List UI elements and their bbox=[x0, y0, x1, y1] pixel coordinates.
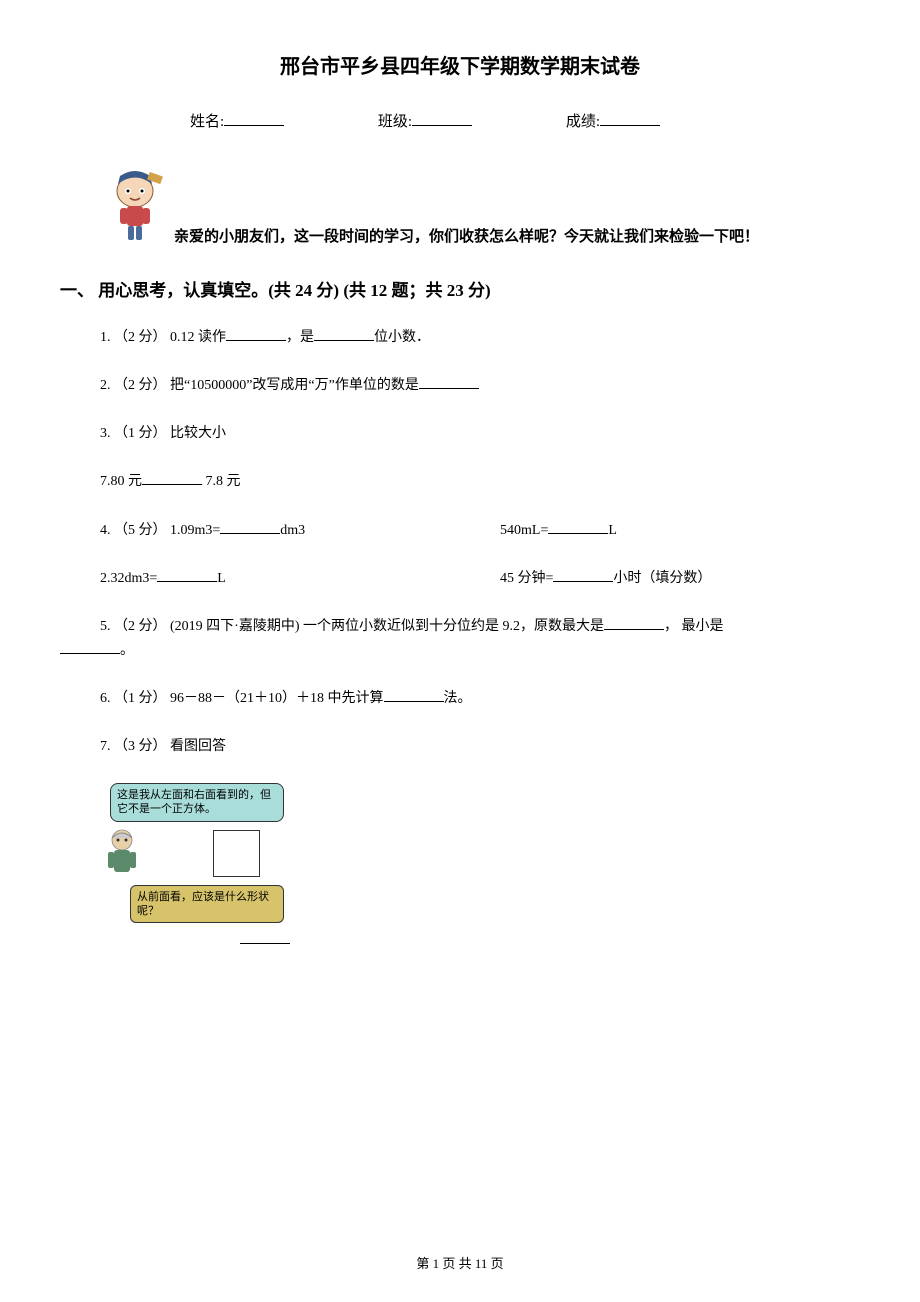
section-1-header: 一、 用心思考，认真填空。(共 24 分) (共 12 题；共 23 分) bbox=[60, 276, 860, 301]
q7-num: 7. bbox=[100, 739, 114, 754]
q4-c1: 2.32dm3= bbox=[100, 571, 157, 586]
question-3: 3. （1 分） 比较大小 bbox=[60, 423, 860, 445]
q6-pts: （1 分） bbox=[114, 691, 167, 706]
q4-a2: dm3 bbox=[280, 523, 305, 538]
footer-total: 11 bbox=[475, 1256, 488, 1271]
q2-blank[interactable] bbox=[419, 374, 479, 389]
q4-d1: 45 分钟= bbox=[500, 571, 553, 586]
q4-c2: L bbox=[217, 571, 226, 586]
name-field[interactable]: 姓名: bbox=[190, 109, 284, 131]
footer-t3: 页 bbox=[487, 1256, 503, 1271]
question-2: 2. （2 分） 把“10500000”改写成用“万”作单位的数是 bbox=[60, 374, 860, 397]
q1-blank-1[interactable] bbox=[226, 326, 286, 341]
mascot-icon bbox=[100, 166, 170, 246]
question-1: 1. （2 分） 0.12 读作 ，是 位小数． bbox=[60, 326, 860, 349]
footer-t1: 第 bbox=[416, 1256, 432, 1271]
q1-num: 1. bbox=[100, 330, 114, 345]
q5-num: 5. bbox=[100, 619, 114, 634]
question-7: 7. （3 分） 看图回答 bbox=[60, 736, 860, 758]
q4-blank-d[interactable] bbox=[553, 567, 613, 582]
q3-blank[interactable] bbox=[142, 470, 202, 485]
speech-bubble-top: 这是我从左面和右面看到的，但它不是一个正方体。 bbox=[110, 783, 284, 822]
q4-a1: 1.09m3= bbox=[167, 523, 221, 538]
person-icon bbox=[100, 826, 145, 881]
q4-pts: （5 分） bbox=[114, 523, 167, 538]
q3-pts: （1 分） bbox=[114, 426, 167, 441]
q7-pts: （3 分） bbox=[114, 739, 167, 754]
figure-middle-row bbox=[100, 826, 860, 881]
score-blank[interactable] bbox=[600, 109, 660, 126]
name-blank[interactable] bbox=[224, 109, 284, 126]
footer-t2: 页 共 bbox=[439, 1256, 475, 1271]
question-7-figure: 这是我从左面和右面看到的，但它不是一个正方体。 从前面看，应该是什么形状呢？ bbox=[60, 783, 860, 949]
q1-t1: 0.12 读作 bbox=[167, 330, 227, 345]
q4-d2: 小时（填分数） bbox=[613, 571, 711, 586]
square-shape bbox=[213, 830, 260, 877]
q6-t2: 法。 bbox=[444, 691, 472, 706]
q5-pts: （2 分） bbox=[114, 619, 167, 634]
q6-blank[interactable] bbox=[384, 687, 444, 702]
speech-bubble-bottom: 从前面看，应该是什么形状呢？ bbox=[130, 885, 284, 924]
q3-sub2: 7.8 元 bbox=[202, 474, 241, 489]
q3-num: 3. bbox=[100, 426, 114, 441]
q4-b2: L bbox=[608, 523, 617, 538]
q2-num: 2. bbox=[100, 378, 114, 393]
question-5: 5. （2 分） (2019 四下·嘉陵期中) 一个两位小数近似到十分位约是 9… bbox=[60, 615, 860, 662]
q1-t3: 位小数． bbox=[374, 330, 430, 345]
q5-src: (2019 四下·嘉陵期中) bbox=[167, 619, 304, 634]
score-field[interactable]: 成绩: bbox=[566, 109, 660, 131]
q4-num: 4. bbox=[100, 523, 114, 538]
page-title: 邢台市平乡县四年级下学期数学期末试卷 bbox=[60, 50, 860, 79]
intro-row: 亲爱的小朋友们，这一段时间的学习，你们收获怎么样呢？今天就让我们来检验一下吧！ bbox=[60, 166, 860, 246]
q3-t1: 比较大小 bbox=[167, 426, 227, 441]
q7-t1: 看图回答 bbox=[167, 739, 227, 754]
q1-blank-2[interactable] bbox=[314, 326, 374, 341]
q5-t1: 一个两位小数近似到十分位约是 9.2，原数最大是 bbox=[303, 619, 604, 634]
q6-num: 6. bbox=[100, 691, 114, 706]
q4-blank-a[interactable] bbox=[220, 519, 280, 534]
q2-pts: （2 分） bbox=[114, 378, 167, 393]
q2-t1: 把“10500000”改写成用“万”作单位的数是 bbox=[167, 378, 419, 393]
q5-t3: 。 bbox=[120, 643, 134, 658]
name-label: 姓名: bbox=[190, 114, 224, 130]
q5-t2: ， 最小是 bbox=[664, 619, 724, 634]
class-label: 班级: bbox=[378, 114, 412, 130]
question-3-sub: 7.80 元 7.8 元 bbox=[60, 470, 860, 493]
q4-blank-c[interactable] bbox=[157, 567, 217, 582]
class-field[interactable]: 班级: bbox=[378, 109, 472, 131]
q6-t1: 96－88－（21＋10）＋18 中先计算 bbox=[167, 691, 384, 706]
document-page: 邢台市平乡县四年级下学期数学期末试卷 姓名: 班级: 成绩: bbox=[0, 0, 920, 1302]
score-label: 成绩: bbox=[566, 114, 600, 130]
q3-sub1: 7.80 元 bbox=[100, 474, 142, 489]
question-6: 6. （1 分） 96－88－（21＋10）＋18 中先计算 法。 bbox=[60, 687, 860, 710]
q4-b1: 540mL= bbox=[500, 523, 548, 538]
question-4-row2: 2.32dm3= L 45 分钟= 小时（填分数） bbox=[60, 567, 860, 590]
class-blank[interactable] bbox=[412, 109, 472, 126]
intro-text: 亲爱的小朋友们，这一段时间的学习，你们收获怎么样呢？今天就让我们来检验一下吧！ bbox=[174, 225, 759, 246]
q5-blank-1[interactable] bbox=[604, 615, 664, 630]
q7-answer-blank[interactable] bbox=[240, 929, 290, 944]
q5-blank-2[interactable] bbox=[60, 639, 120, 654]
q1-t2: ，是 bbox=[286, 330, 314, 345]
q1-pts: （2 分） bbox=[114, 330, 167, 345]
q4-blank-b[interactable] bbox=[548, 519, 608, 534]
question-4-row1: 4. （5 分） 1.09m3= dm3 540mL= L bbox=[60, 519, 860, 542]
page-footer: 第 1 页 共 11 页 bbox=[60, 1253, 860, 1272]
student-info-line: 姓名: 班级: 成绩: bbox=[60, 109, 860, 131]
